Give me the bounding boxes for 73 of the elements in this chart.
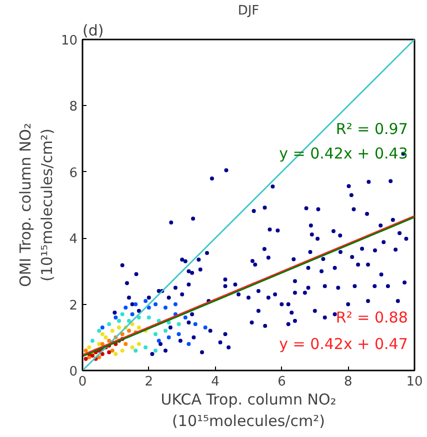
y-tick-label: 4 — [69, 232, 78, 248]
y-tick-label: 2 — [69, 298, 78, 314]
point — [114, 316, 118, 320]
point — [134, 302, 138, 306]
point — [164, 328, 168, 333]
point — [146, 316, 151, 320]
y-axis-title: OMI Trop. column NO₂ (10¹⁵molecules/cm²) — [16, 123, 56, 287]
point — [166, 320, 171, 324]
point — [117, 318, 122, 323]
point — [97, 342, 102, 346]
point — [107, 350, 112, 354]
y-tick-label: 6 — [69, 166, 78, 181]
point — [146, 306, 151, 310]
point — [136, 325, 141, 330]
x-tick-label: 10 — [406, 374, 423, 390]
point — [87, 345, 92, 350]
point — [186, 342, 191, 346]
point — [193, 322, 198, 326]
point — [126, 328, 131, 333]
y-tick-label: 0 — [69, 364, 78, 380]
point — [114, 352, 118, 356]
point — [173, 302, 178, 306]
y-tick-label: 8 — [69, 100, 78, 115]
point — [97, 355, 102, 360]
point — [100, 342, 104, 346]
point — [100, 332, 104, 336]
point — [154, 332, 158, 336]
point — [84, 356, 88, 361]
point — [126, 318, 131, 323]
point — [100, 325, 104, 330]
x-tick-label: 6 — [278, 374, 286, 390]
point — [130, 312, 134, 316]
point — [97, 328, 102, 333]
annotation: R² = 0.88 — [336, 308, 408, 327]
point — [203, 325, 208, 330]
annotation: y = 0.42x + 0.47 — [279, 335, 408, 354]
point — [144, 298, 148, 303]
point — [84, 348, 88, 353]
point — [120, 312, 124, 316]
point — [156, 338, 161, 343]
point — [154, 302, 158, 306]
chart-title: DJF — [238, 4, 260, 18]
x-axis-title: UKCA Trop. column NO₂ (10¹⁵molecules/cm²) — [160, 390, 336, 430]
point — [120, 348, 124, 353]
point — [176, 322, 181, 326]
point — [136, 342, 141, 346]
point — [107, 322, 112, 326]
point — [100, 352, 104, 356]
point — [144, 345, 148, 350]
point — [176, 332, 181, 336]
x-tick-label: 2 — [144, 374, 154, 390]
point — [110, 348, 114, 353]
point — [104, 335, 108, 340]
annotation: (d) — [82, 22, 104, 40]
point — [124, 306, 128, 310]
point — [183, 316, 188, 320]
point — [117, 325, 122, 330]
point — [90, 338, 94, 343]
point — [110, 328, 114, 333]
x-tick-label: 4 — [211, 374, 220, 390]
point — [166, 335, 171, 340]
point — [164, 306, 168, 310]
point — [134, 348, 138, 353]
point — [130, 322, 134, 326]
point — [136, 316, 141, 320]
point — [120, 332, 124, 336]
annotation: R² = 0.97 — [336, 120, 408, 138]
point — [124, 342, 128, 346]
point — [130, 345, 134, 350]
x-tick-label: 8 — [344, 374, 352, 390]
point — [107, 338, 112, 343]
point — [154, 348, 158, 353]
y-tick-label: 10 — [60, 34, 78, 48]
